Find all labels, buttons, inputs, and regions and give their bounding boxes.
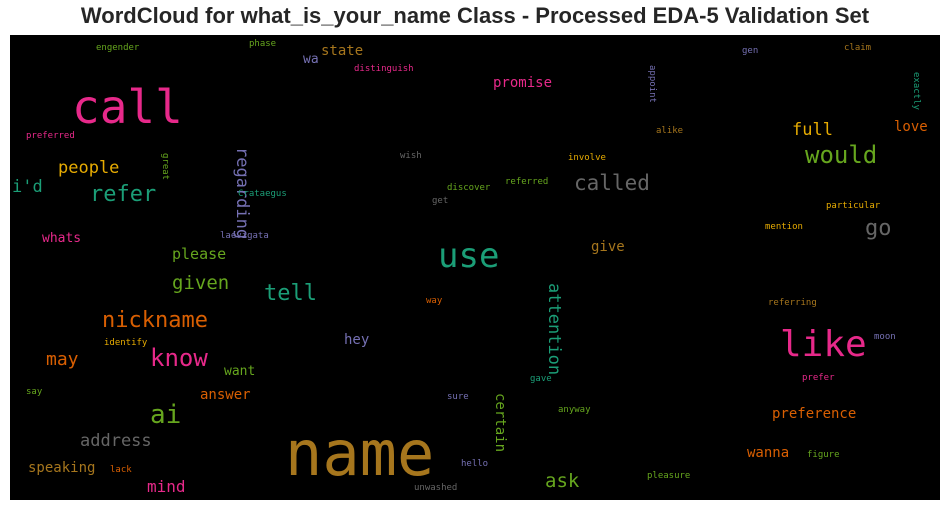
word-great: great — [160, 153, 170, 180]
word-hello: hello — [461, 459, 488, 469]
word-name: name — [285, 417, 434, 490]
word-speaking: speaking — [28, 460, 95, 476]
word-wa: wa — [303, 52, 319, 67]
word-attention: attention — [544, 283, 564, 375]
word-would: would — [805, 141, 877, 169]
wordcloud-svg: name call use like would ai know nickname called… — [12, 39, 928, 496]
word-certain: certain — [492, 393, 508, 452]
word-gen: gen — [742, 46, 758, 56]
word-wanna: wanna — [747, 445, 789, 461]
word-prefer: prefer — [802, 373, 835, 383]
word-laevigata: laevigata — [220, 231, 269, 241]
word-give: give — [591, 239, 625, 255]
word-claim: claim — [844, 43, 871, 53]
word-referring: referring — [768, 298, 817, 308]
word-engender: engender — [96, 43, 140, 53]
word-nickname: nickname — [102, 308, 208, 333]
word-mention: mention — [765, 222, 803, 232]
word-anyway: anyway — [558, 405, 591, 415]
word-get: get — [432, 196, 448, 206]
word-i-d: i'd — [12, 177, 43, 197]
word-answer: answer — [200, 387, 251, 403]
word-wish: wish — [400, 151, 422, 161]
word-mind: mind — [147, 477, 186, 496]
word-preferred: preferred — [26, 131, 75, 141]
word-like: like — [780, 324, 867, 365]
word-love: love — [894, 119, 928, 135]
word-call: call — [72, 80, 183, 134]
word-unwashed: unwashed — [414, 483, 457, 493]
word-may: may — [46, 349, 79, 370]
word-referred: referred — [505, 177, 548, 187]
word-regarding: regarding — [232, 147, 252, 239]
word-address: address — [80, 431, 152, 451]
word-people: people — [58, 158, 119, 178]
word-phase: phase — [249, 39, 276, 49]
word-refer: refer — [90, 182, 156, 207]
word-called: called — [574, 171, 650, 195]
chart-title: WordCloud for what_is_your_name Class - … — [80, 3, 870, 28]
word-appoint: appoint — [647, 65, 657, 103]
word-crataegus: Crataegus — [238, 189, 287, 199]
word-pleasure: pleasure — [647, 471, 690, 481]
word-gave: gave — [530, 374, 552, 384]
word-lack: lack — [110, 465, 132, 475]
word-tell: tell — [264, 281, 317, 306]
word-moon: moon — [874, 332, 896, 342]
word-ai: ai — [150, 400, 181, 430]
word-want: want — [224, 364, 255, 379]
word-figure: figure — [807, 450, 840, 460]
word-identify: identify — [104, 338, 148, 348]
word-alike: alike — [656, 126, 683, 136]
word-exactly: exactly — [911, 72, 921, 111]
word-particular: particular — [826, 201, 881, 211]
word-hey: hey — [344, 332, 369, 348]
word-whats: whats — [42, 231, 81, 246]
word-way: way — [426, 296, 443, 306]
word-given: given — [172, 272, 229, 294]
word-state: state — [321, 43, 363, 59]
word-please: please — [172, 245, 226, 263]
word-know: know — [150, 344, 208, 372]
word-distinguish: distinguish — [354, 64, 414, 74]
word-use: use — [438, 236, 499, 276]
word-promise: promise — [493, 75, 552, 91]
word-go: go — [865, 216, 892, 241]
word-ask: ask — [545, 470, 580, 492]
word-involve: involve — [568, 153, 606, 163]
word-say: say — [26, 387, 43, 397]
word-preference: preference — [772, 406, 856, 422]
word-discover: discover — [447, 183, 491, 193]
word-full: full — [792, 120, 833, 140]
wordcloud-canvas: name call use like would ai know nickname called… — [10, 35, 940, 500]
word-sure: sure — [447, 392, 469, 402]
